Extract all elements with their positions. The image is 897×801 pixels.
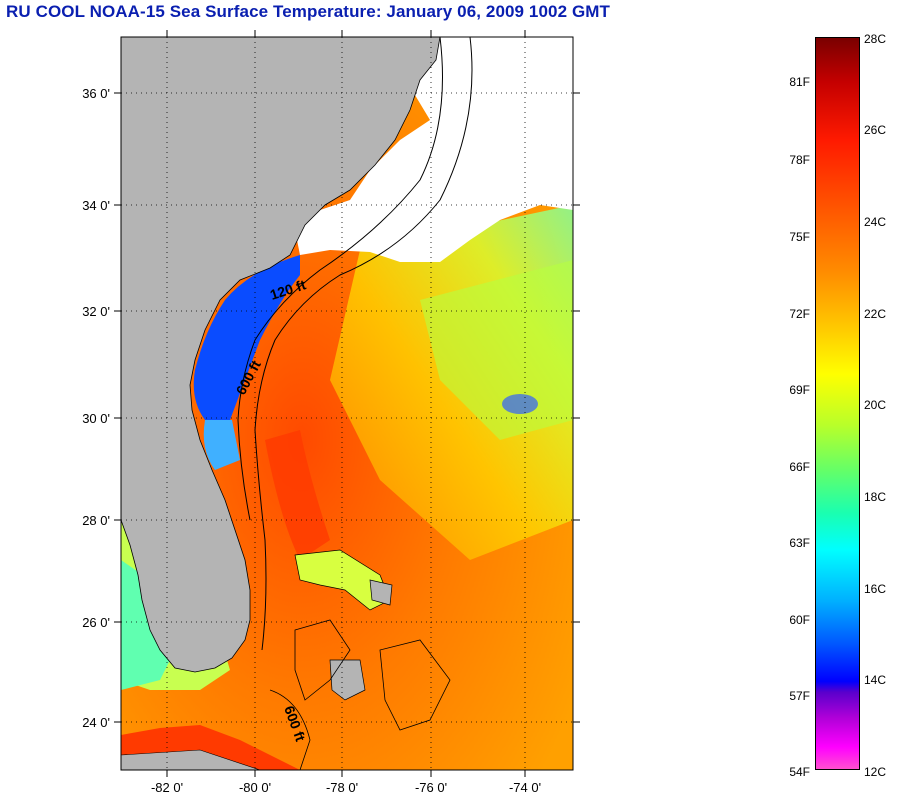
colorbar-celsius-label: 16C <box>864 582 887 596</box>
colorbar-fahrenheit-label: 66F <box>789 460 810 474</box>
colorbar-fahrenheit-label: 60F <box>789 613 810 627</box>
colorbar-fahrenheit-label: 57F <box>789 689 810 703</box>
colorbar-celsius-label: 26C <box>864 123 887 137</box>
lon-label: -82 0' <box>150 780 184 795</box>
bahamas-bank <box>294 549 391 611</box>
colorbar-celsius-label: 18C <box>864 490 887 504</box>
colorbar-fahrenheit-label: 75F <box>789 230 810 244</box>
lat-label: 30 0' <box>82 411 110 426</box>
lat-label: 26 0' <box>82 615 110 630</box>
lat-label: 36 0' <box>82 86 110 101</box>
lat-label: 34 0' <box>82 198 110 213</box>
map-frame <box>120 36 574 771</box>
map-title: RU COOL NOAA-15 Sea Surface Temperature:… <box>6 2 611 21</box>
colorbar-fahrenheit-label: 78F <box>789 153 810 167</box>
colorbar-fahrenheit-label: 69F <box>789 383 810 397</box>
lat-label: 32 0' <box>82 304 110 319</box>
colorbar-celsius-label: 22C <box>864 307 887 321</box>
colorbar-fahrenheit-label: 81F <box>789 75 810 89</box>
lon-label: -80 0' <box>238 780 272 795</box>
lon-label: -74 0' <box>508 780 542 795</box>
colorbar-celsius-label: 20C <box>864 398 887 412</box>
lat-lon-grid <box>121 37 573 770</box>
colorbar-fahrenheit-label: 54F <box>789 765 810 779</box>
gulf-stream <box>265 430 330 560</box>
lon-label: -78 0' <box>325 780 359 795</box>
lon-label: -76 0' <box>414 780 448 795</box>
colorbar-celsius-label: 12C <box>864 765 887 779</box>
temperature-colorbar <box>815 37 860 770</box>
coastal-cold-water <box>193 255 300 420</box>
land-mass <box>121 37 441 673</box>
cloud-cover <box>295 37 573 262</box>
colorbar-celsius-label: 24C <box>864 215 887 229</box>
lat-label: 24 0' <box>82 715 110 730</box>
colorbar-celsius-label: 28C <box>864 32 887 46</box>
colorbar-fahrenheit-label: 72F <box>789 307 810 321</box>
contour-120ft <box>237 37 443 521</box>
contour-600ft <box>254 37 473 651</box>
colorbar-celsius-label: 14C <box>864 673 887 687</box>
colorbar-fahrenheit-label: 63F <box>789 536 810 550</box>
lat-label: 28 0' <box>82 513 110 528</box>
